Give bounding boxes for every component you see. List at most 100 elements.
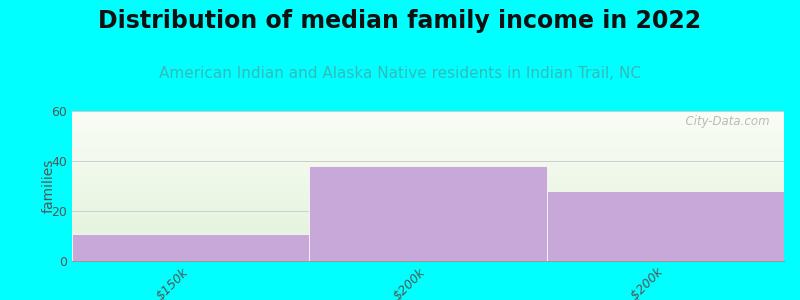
Bar [72, 146, 784, 147]
Bar [72, 138, 784, 140]
Bar [72, 195, 784, 196]
Bar [72, 156, 784, 158]
Bar [72, 160, 784, 162]
Bar [72, 118, 784, 120]
Bar [72, 122, 784, 123]
Bar [72, 228, 784, 230]
Bar [72, 144, 784, 146]
Bar [72, 236, 784, 237]
Bar [72, 182, 784, 183]
Bar [72, 159, 784, 160]
Bar [72, 158, 784, 159]
Bar [72, 231, 784, 232]
Bar [72, 214, 784, 216]
Bar [72, 219, 784, 220]
Bar [72, 141, 784, 142]
Bar [72, 255, 784, 256]
Bar [72, 250, 784, 252]
Bar [72, 120, 784, 122]
Bar [72, 258, 784, 260]
Bar [72, 198, 784, 200]
Bar [72, 200, 784, 201]
Bar [72, 132, 784, 134]
Bar [72, 165, 784, 166]
Bar [72, 184, 784, 186]
Bar [72, 116, 784, 117]
Bar [72, 248, 784, 249]
Bar [72, 242, 784, 243]
Y-axis label: families: families [42, 159, 55, 213]
Bar [72, 169, 784, 171]
Bar [72, 128, 784, 129]
Bar [72, 237, 784, 238]
Bar [72, 233, 310, 261]
Bar [72, 260, 784, 261]
Text: American Indian and Alaska Native residents in Indian Trail, NC: American Indian and Alaska Native reside… [159, 66, 641, 81]
Bar [72, 252, 784, 254]
Bar [72, 192, 784, 194]
Bar [310, 166, 546, 261]
Bar [72, 207, 784, 208]
Bar [72, 172, 784, 174]
Bar [72, 140, 784, 141]
Bar [72, 240, 784, 242]
Bar [72, 123, 784, 124]
Bar [72, 126, 784, 128]
Bar [72, 204, 784, 206]
Bar [72, 177, 784, 178]
Bar [72, 183, 784, 184]
Bar [72, 167, 784, 168]
Bar [72, 162, 784, 164]
Bar [72, 230, 784, 231]
Bar [72, 148, 784, 150]
Bar [72, 186, 784, 188]
Bar [72, 153, 784, 154]
Bar [72, 111, 784, 112]
Bar [72, 225, 784, 226]
Bar [72, 256, 784, 258]
Bar [72, 168, 784, 170]
Bar [72, 238, 784, 240]
Bar [72, 201, 784, 202]
Bar [72, 188, 784, 189]
Bar [72, 202, 784, 204]
Bar [72, 234, 784, 236]
Bar [72, 249, 784, 250]
Bar [72, 164, 784, 165]
Bar [72, 243, 784, 244]
Bar [72, 112, 784, 114]
Bar [72, 134, 784, 135]
Bar [72, 180, 784, 182]
Bar [72, 254, 784, 255]
Bar [72, 130, 784, 132]
Bar [72, 190, 784, 192]
Bar [72, 208, 784, 210]
Bar [72, 206, 784, 207]
Bar [546, 191, 784, 261]
Bar [72, 147, 784, 148]
Bar [72, 135, 784, 136]
Bar [72, 213, 784, 214]
Bar [72, 220, 784, 222]
Bar [72, 114, 784, 116]
Bar [72, 194, 784, 195]
Bar [72, 124, 784, 126]
Bar [72, 189, 784, 190]
Bar [72, 136, 784, 138]
Bar [72, 117, 784, 118]
Bar [72, 150, 784, 152]
Bar [72, 218, 784, 219]
Bar [72, 152, 784, 153]
Bar [72, 129, 784, 130]
Bar [72, 224, 784, 225]
Text: City-Data.com: City-Data.com [678, 116, 770, 128]
Bar [72, 244, 784, 246]
Bar [72, 222, 784, 224]
Bar [72, 210, 784, 212]
Bar [72, 226, 784, 228]
Bar [72, 154, 784, 156]
Bar [72, 174, 784, 176]
Bar [72, 178, 784, 180]
Bar [72, 171, 784, 172]
Bar [72, 142, 784, 144]
